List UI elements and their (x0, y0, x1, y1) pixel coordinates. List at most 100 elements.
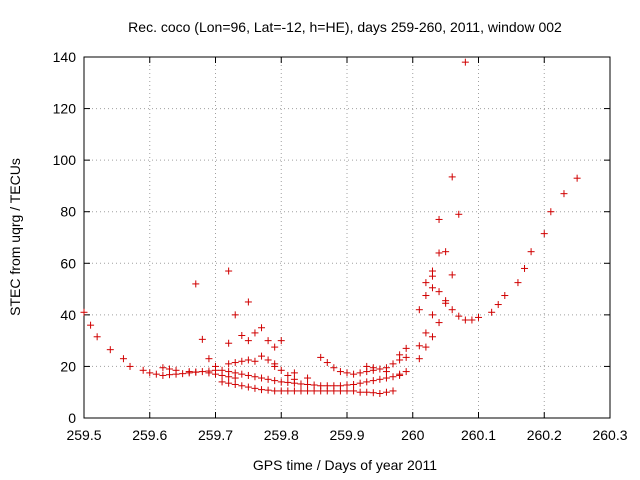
data-point (192, 368, 200, 376)
y-tick-label: 100 (53, 152, 77, 168)
data-point (343, 381, 351, 389)
data-point (448, 173, 456, 181)
data-point (179, 370, 187, 378)
data-point (152, 370, 160, 378)
data-point (442, 248, 450, 256)
data-point (271, 377, 279, 385)
data-point (251, 384, 259, 392)
y-tick-label: 120 (53, 101, 77, 117)
data-point (422, 292, 430, 300)
data-point (198, 335, 206, 343)
data-point (494, 301, 502, 309)
data-point (310, 381, 318, 389)
x-tick-label: 260.3 (592, 427, 627, 443)
data-point (205, 355, 213, 363)
data-point (428, 333, 436, 341)
data-point (277, 337, 285, 345)
data-point (369, 364, 377, 372)
data-point (396, 370, 404, 378)
data-point (297, 387, 305, 395)
data-point (573, 174, 581, 182)
data-point (244, 337, 252, 345)
data-point (389, 360, 397, 368)
data-point (251, 373, 259, 381)
data-point (119, 355, 127, 363)
data-point (225, 267, 233, 275)
data-point (350, 370, 358, 378)
y-tick-label: 40 (60, 307, 76, 323)
data-point (218, 378, 226, 386)
data-point (304, 387, 312, 395)
data-point (435, 288, 443, 296)
data-point (225, 368, 233, 376)
data-point (172, 366, 180, 374)
data-point (428, 311, 436, 319)
data-point (244, 383, 252, 391)
x-tick-label: 260 (401, 427, 425, 443)
data-point (231, 380, 239, 388)
data-point (185, 368, 193, 376)
data-point (435, 215, 443, 223)
data-point (461, 316, 469, 324)
data-point (93, 333, 101, 341)
data-point (389, 373, 397, 381)
data-point (231, 311, 239, 319)
data-point (343, 369, 351, 377)
data-point (271, 362, 279, 370)
x-tick-label: 259.9 (329, 427, 364, 443)
data-point (402, 353, 410, 361)
data-point (238, 357, 246, 365)
data-point (369, 377, 377, 385)
y-axis-label: STEC from uqrg / TECUs (7, 158, 23, 316)
data-point (251, 329, 259, 337)
y-tick-label: 0 (68, 410, 76, 426)
data-point (225, 339, 233, 347)
data-point (396, 351, 404, 359)
data-point (218, 366, 226, 374)
data-point (146, 369, 154, 377)
data-point (448, 306, 456, 314)
y-tick-label: 60 (60, 255, 76, 271)
data-point (264, 375, 272, 383)
data-point (231, 359, 239, 367)
data-point (461, 58, 469, 66)
data-point (501, 292, 509, 300)
data-point (231, 369, 239, 377)
data-point (356, 369, 364, 377)
data-point (212, 362, 219, 370)
data-point (336, 368, 344, 376)
data-point (238, 331, 246, 339)
data-point (376, 365, 384, 373)
y-tick-label: 140 (53, 49, 77, 65)
data-point (422, 343, 430, 351)
data-point (547, 208, 555, 216)
data-point (448, 271, 456, 279)
data-point (521, 264, 529, 272)
data-point (87, 321, 95, 329)
data-point (139, 366, 147, 374)
data-point (126, 362, 134, 370)
data-point (389, 387, 397, 395)
data-point (376, 390, 384, 398)
data-point (244, 298, 252, 306)
data-point (540, 230, 548, 238)
data-point (442, 299, 450, 307)
data-point (284, 378, 292, 386)
data-point (415, 342, 423, 350)
x-tick-label: 259.7 (198, 427, 233, 443)
chart-title: Rec. coco (Lon=96, Lat=-12, h=HE), days … (128, 19, 562, 35)
data-point (159, 364, 167, 372)
data-point (415, 355, 423, 363)
data-point (277, 366, 285, 374)
data-point (350, 380, 358, 388)
data-point (369, 389, 377, 397)
data-point (277, 387, 285, 395)
data-point (560, 190, 568, 198)
data-point (402, 344, 410, 352)
data-point (455, 210, 463, 218)
data-point (212, 370, 219, 378)
x-tick-label: 259.8 (264, 427, 299, 443)
data-point (363, 378, 371, 386)
data-point (323, 382, 331, 390)
